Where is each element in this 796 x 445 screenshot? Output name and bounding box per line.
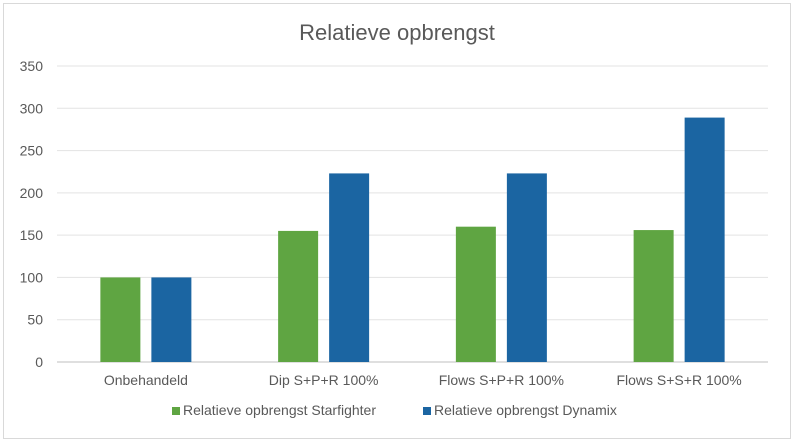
legend: Relatieve opbrengst Starfighter Relatieve… (172, 402, 617, 418)
y-tick-label: 300 (20, 100, 44, 116)
y-tick-label: 250 (20, 143, 44, 159)
y-tick-label: 0 (35, 354, 43, 370)
y-axis-ticks: 0 50 100 150 200 250 300 350 (20, 58, 44, 370)
bar-starfighter (455, 226, 496, 362)
chart-frame (3, 3, 791, 439)
legend-label: Relatieve opbrengst Starfighter (183, 402, 376, 418)
bar-starfighter (633, 230, 674, 362)
bar-dynamix (684, 117, 725, 363)
y-tick-label: 100 (20, 269, 44, 285)
legend-swatch (172, 407, 180, 415)
x-category-label: Dip S+P+R 100% (269, 372, 379, 388)
y-tick-label: 150 (20, 227, 44, 243)
x-category-label: Flows S+P+R 100% (439, 372, 564, 388)
y-tick-label: 200 (20, 185, 44, 201)
x-category-label: Onbehandeld (104, 372, 188, 388)
bar-starfighter (100, 277, 141, 362)
bar-dynamix (506, 173, 547, 362)
y-tick-label: 50 (27, 312, 43, 328)
chart-title: Relatieve opbrengst (299, 20, 495, 45)
legend-swatch (423, 407, 431, 415)
bar-starfighter (278, 230, 319, 362)
bar-dynamix (329, 173, 370, 362)
y-tick-label: 350 (20, 58, 44, 74)
bars (100, 117, 725, 363)
x-axis-categories: Onbehandeld Dip S+P+R 100% Flows S+P+R 100… (104, 372, 742, 388)
bar-dynamix (151, 277, 192, 362)
legend-label: Relatieve opbrengst Dynamix (434, 402, 617, 418)
x-category-label: Flows S+S+R 100% (616, 372, 741, 388)
